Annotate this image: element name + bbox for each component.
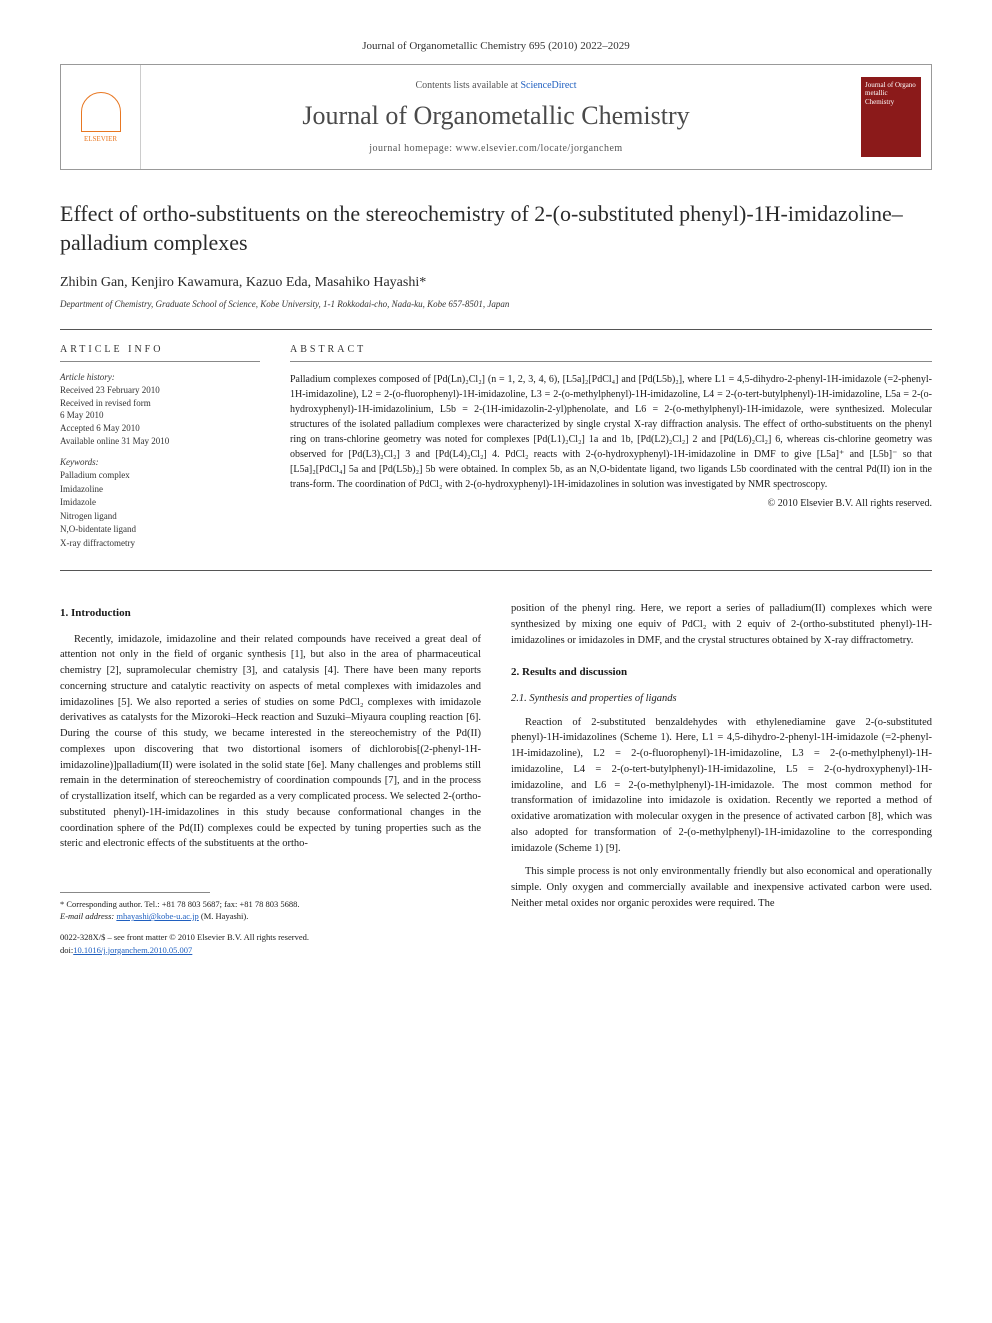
article-info-block: ARTICLE INFO Article history: Received 2… <box>60 344 260 550</box>
elsevier-tree-icon <box>81 92 121 132</box>
affiliation: Department of Chemistry, Graduate School… <box>60 299 932 309</box>
article-title: Effect of ortho-substituents on the ster… <box>60 200 932 257</box>
doi-label: doi: <box>60 945 73 955</box>
doi-link[interactable]: 10.1016/j.jorganchem.2010.05.007 <box>73 945 192 955</box>
doi-line: doi:10.1016/j.jorganchem.2010.05.007 <box>60 944 481 957</box>
divider <box>60 329 932 330</box>
section-1-title: 1. Introduction <box>60 605 481 622</box>
keyword: N,O-bidentate ligand <box>60 523 260 537</box>
keyword: Palladium complex <box>60 469 260 483</box>
journal-cover-cell: Journal of Organo metallic Chemistry <box>851 65 931 169</box>
email-link[interactable]: mhayashi@kobe-u.ac.jp <box>116 911 198 921</box>
journal-cover-thumbnail: Journal of Organo metallic Chemistry <box>861 77 921 157</box>
keyword: Imidazoline <box>60 483 260 497</box>
section-2-title: 2. Results and discussion <box>511 664 932 681</box>
contents-line: Contents lists available at ScienceDirec… <box>161 80 831 91</box>
sciencedirect-link[interactable]: ScienceDirect <box>520 80 576 91</box>
footnote-rule <box>60 892 210 893</box>
authors: Zhibin Gan, Kenjiro Kawamura, Kazuo Eda,… <box>60 275 932 291</box>
results-paragraph-2: This simple process is not only environm… <box>511 864 932 911</box>
abstract-copyright: © 2010 Elsevier B.V. All rights reserved… <box>290 498 932 509</box>
elsevier-logo: ELSEVIER <box>71 82 130 152</box>
section-2-1-title: 2.1. Synthesis and properties of ligands <box>511 691 932 707</box>
keyword: Nitrogen ligand <box>60 510 260 524</box>
homepage-label: journal homepage: <box>369 143 455 154</box>
email-line: E-mail address: mhayashi@kobe-u.ac.jp (M… <box>60 911 481 923</box>
intro-paragraph-1: Recently, imidazole, imidazoline and the… <box>60 632 481 853</box>
publisher-name: ELSEVIER <box>84 135 117 143</box>
abstract-block: ABSTRACT Palladium complexes composed of… <box>290 344 932 550</box>
right-column: position of the phenyl ring. Here, we re… <box>511 601 932 956</box>
journal-title: Journal of Organometallic Chemistry <box>161 101 831 131</box>
email-suffix: (M. Hayashi). <box>199 911 249 921</box>
issn-line: 0022-328X/$ – see front matter © 2010 El… <box>60 931 481 944</box>
keywords-label: Keywords: <box>60 457 260 467</box>
keywords-block: Palladium complex Imidazoline Imidazole … <box>60 469 260 550</box>
abstract-heading: ABSTRACT <box>290 344 932 362</box>
keyword: Imidazole <box>60 496 260 510</box>
abstract-text: Palladium complexes composed of [Pd(Ln)₂… <box>290 372 932 492</box>
body-columns: 1. Introduction Recently, imidazole, imi… <box>60 601 932 956</box>
left-column: 1. Introduction Recently, imidazole, imi… <box>60 601 481 956</box>
results-paragraph-1: Reaction of 2-substituted benzaldehydes … <box>511 715 932 857</box>
journal-header: ELSEVIER Contents lists available at Sci… <box>60 64 932 170</box>
article-info-heading: ARTICLE INFO <box>60 344 260 362</box>
history-lines: Received 23 February 2010 Received in re… <box>60 384 260 447</box>
keyword: X-ray diffractometry <box>60 537 260 551</box>
homepage-url[interactable]: www.elsevier.com/locate/jorganchem <box>455 143 622 154</box>
intro-paragraph-2: position of the phenyl ring. Here, we re… <box>511 601 932 648</box>
history-label: Article history: <box>60 372 260 382</box>
info-abstract-row: ARTICLE INFO Article history: Received 2… <box>60 344 932 550</box>
email-label: E-mail address: <box>60 911 116 921</box>
corresponding-author: * Corresponding author. Tel.: +81 78 803… <box>60 899 481 911</box>
divider <box>60 570 932 571</box>
journal-reference: Journal of Organometallic Chemistry 695 … <box>60 40 932 52</box>
homepage-line: journal homepage: www.elsevier.com/locat… <box>161 143 831 154</box>
header-center: Contents lists available at ScienceDirec… <box>141 65 851 169</box>
publisher-logo-cell: ELSEVIER <box>61 65 141 169</box>
contents-prefix: Contents lists available at <box>415 80 520 91</box>
